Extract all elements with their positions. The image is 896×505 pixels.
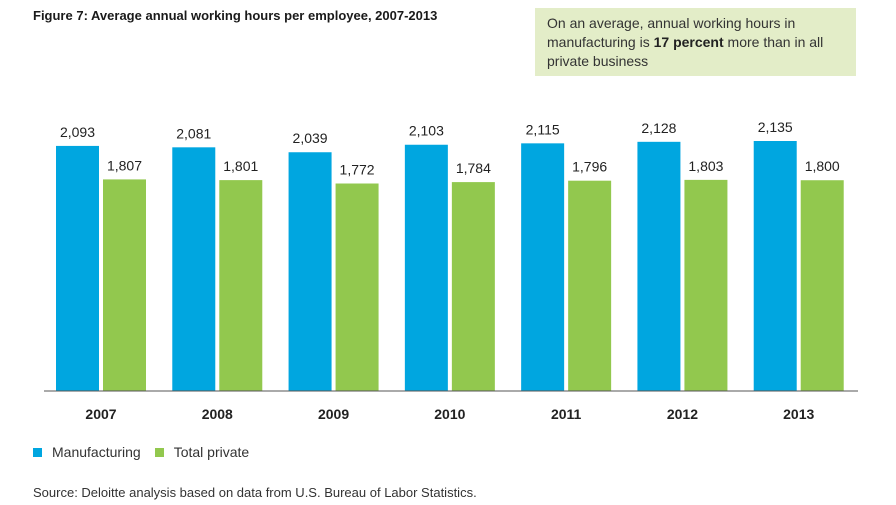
x-tick-label: 2008 [202, 406, 233, 422]
data-label: 2,135 [758, 119, 793, 135]
bar-manufacturing-2012 [637, 141, 681, 391]
data-label: 2,039 [293, 130, 328, 146]
legend-label-total-private: Total private [173, 444, 250, 460]
bar-total-private-2012 [684, 179, 728, 391]
bar-total-private-2011 [568, 180, 612, 391]
data-label: 1,796 [572, 159, 607, 175]
legend-item-manufacturing: Manufacturing [33, 444, 141, 460]
bar-total-private-2010 [451, 182, 495, 391]
bar-total-private-2008 [219, 180, 263, 391]
data-label: 1,784 [456, 160, 491, 176]
callout-text-suffix: more than in all private business [547, 34, 824, 69]
data-label: 1,801 [223, 158, 258, 174]
x-tick-label: 2007 [85, 406, 116, 422]
bar-manufacturing-2007 [56, 145, 99, 391]
legend-swatch-total-private [154, 447, 164, 457]
callout-box: On an average, annual working hours in m… [535, 8, 856, 76]
data-label: 1,772 [340, 162, 375, 178]
legend-swatch-manufacturing [33, 447, 42, 457]
x-tick-label: 2010 [434, 406, 465, 422]
data-label: 2,128 [641, 120, 676, 136]
data-label: 2,115 [526, 121, 560, 137]
data-label: 2,081 [176, 125, 211, 141]
bar-total-private-2007 [103, 179, 146, 391]
bar-manufacturing-2010 [404, 144, 448, 391]
x-tick-label: 2011 [551, 406, 582, 422]
x-tick-label: 2013 [783, 406, 814, 422]
bar-manufacturing-2009 [288, 152, 332, 391]
bar-chart: 2,093 1,807 2007 2,081 1,801 2008 2,039 1,772 20… [44, 119, 858, 422]
callout-text-prefix: On an average, annual working hours in m… [547, 15, 796, 50]
data-label: 2,093 [60, 124, 95, 140]
callout-emphasis: 17 percent [653, 34, 724, 50]
bar-manufacturing-2013 [753, 141, 797, 391]
bar-manufacturing-2011 [521, 143, 565, 391]
source-note: Source: Deloitte analysis based on data … [33, 485, 477, 500]
legend: Manufacturing Total private [33, 444, 263, 460]
legend-label-manufacturing: Manufacturing [52, 444, 141, 460]
data-label: 1,800 [805, 158, 840, 174]
x-tick-label: 2012 [667, 406, 698, 422]
data-label: 1,807 [107, 157, 142, 173]
data-label: 1,803 [688, 158, 723, 174]
data-label: 2,103 [409, 123, 444, 139]
figure-title: Figure 7: Average annual working hours p… [33, 8, 438, 23]
bar-total-private-2009 [335, 183, 379, 391]
x-tick-label: 2009 [318, 406, 349, 422]
legend-item-total-private: Total private [154, 444, 250, 460]
bar-total-private-2013 [800, 180, 844, 391]
bar-manufacturing-2008 [172, 147, 216, 391]
